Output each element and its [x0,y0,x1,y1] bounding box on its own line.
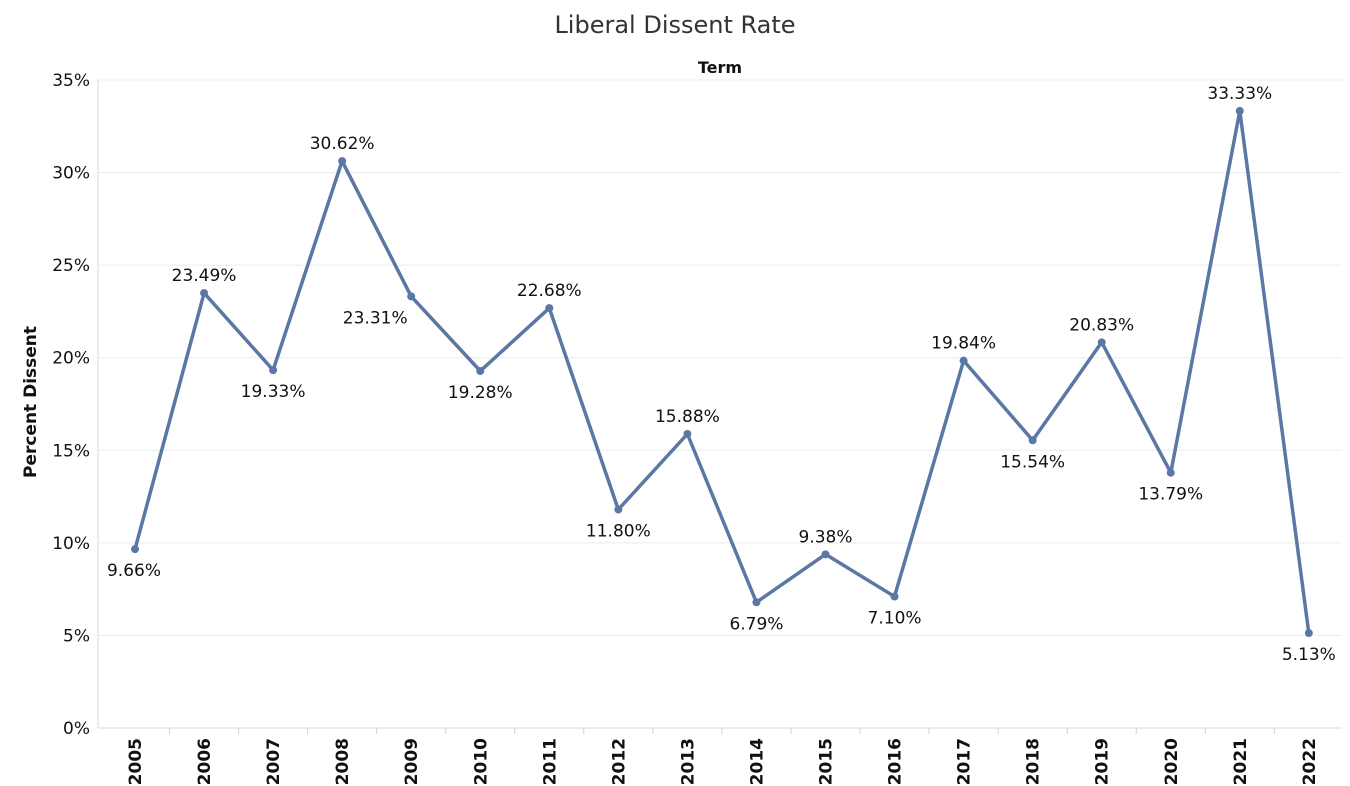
y-tick-label: 25% [52,256,90,276]
y-tick-label: 30% [52,164,90,184]
data-point [959,356,968,365]
data-label: 13.79% [1138,485,1203,505]
x-tick-label: 2013 [678,738,698,785]
x-tick-label: 2015 [817,738,837,785]
data-label: 5.13% [1282,645,1336,665]
data-label: 33.33% [1207,84,1272,104]
data-label: 9.66% [107,561,161,581]
x-tick-label: 2019 [1093,738,1113,785]
y-tick-label: 20% [52,349,90,369]
data-point [1166,468,1175,477]
y-tick-label: 15% [52,441,90,461]
data-label: 19.33% [241,382,306,402]
data-label: 6.79% [729,614,783,634]
x-tick-label: 2011 [540,738,560,785]
data-point [407,292,416,301]
data-label: 15.88% [655,407,720,427]
data-point [1235,106,1244,115]
data-point [1028,436,1037,445]
x-tick-label: 2020 [1162,738,1182,785]
data-point [545,304,554,313]
data-point [1097,338,1106,347]
data-point [476,367,485,376]
data-label: 19.84% [931,334,996,354]
x-tick-label: 2009 [402,738,422,785]
data-point [1304,629,1313,638]
series-line [133,109,1311,635]
data-point [131,545,139,554]
data-point [752,598,761,607]
data-label: 9.38% [798,527,852,547]
data-point [338,157,347,166]
x-tick-label: 2021 [1231,738,1251,785]
data-point [683,429,692,438]
x-tick-label: 2022 [1300,738,1320,785]
data-label: 23.31% [343,308,408,328]
data-label: 23.49% [172,266,237,286]
data-point [269,366,278,375]
x-tick-label: 2008 [333,738,353,785]
axis-layer: 0% 5% 10% 15% 20% 25% 30% 35% 2005 2006 2007 2008 20… [52,71,1342,785]
column-header: Term [698,58,742,77]
data-label: 22.68% [517,281,582,301]
data-point [614,505,623,514]
data-label: 20.83% [1069,315,1134,335]
x-tick-label: 2007 [264,738,284,785]
data-point [890,592,899,601]
data-label: 30.62% [310,134,375,154]
grid-layer [98,79,1342,636]
x-tick-label: 2012 [609,738,629,785]
label-layer: 9.66% 23.49% 19.33% 30.62% 23.31% 19.28% 22.68… [107,84,1336,665]
x-tick-label: 2005 [126,738,146,785]
x-tick-label: 2017 [955,738,975,785]
y-tick-label: 5% [63,626,90,646]
y-axis-label: Percent Dissent [21,326,41,478]
y-tick-label: 35% [52,71,90,91]
x-tick-label: 2010 [471,738,491,785]
data-label: 19.28% [448,383,513,403]
x-tick-label: 2006 [195,738,215,785]
data-label: 11.80% [586,522,651,542]
data-point [200,289,209,298]
series-layer [131,106,1313,638]
data-label: 15.54% [1000,452,1065,472]
data-label: 7.10% [868,609,922,629]
y-tick-label: 10% [52,534,90,554]
chart-title: Liberal Dissent Rate [554,11,795,39]
x-tick-label: 2014 [747,738,767,785]
x-tick-label: 2016 [886,738,906,785]
y-tick-label: 0% [63,719,90,739]
data-point [821,550,830,559]
x-tick-label: 2018 [1024,738,1044,785]
